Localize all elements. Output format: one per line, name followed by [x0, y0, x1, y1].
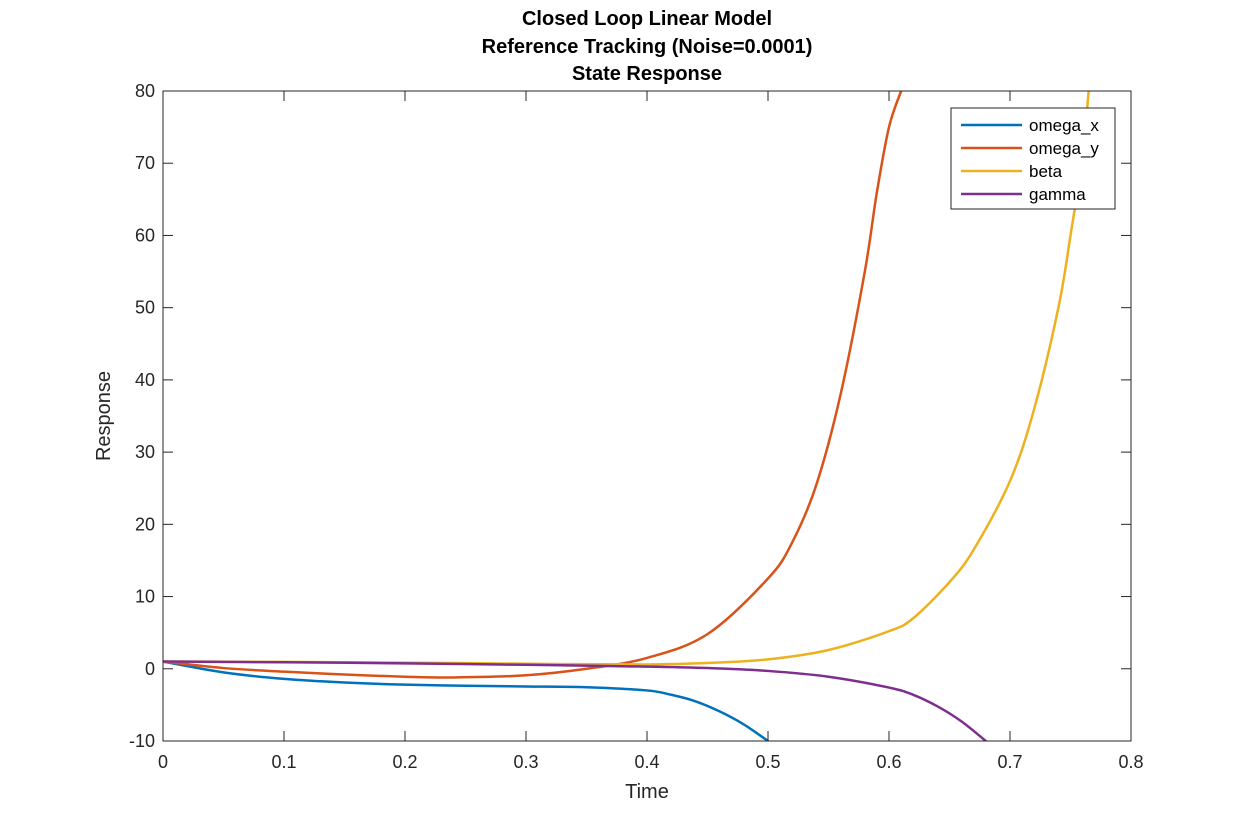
y-tick-label: 50 — [135, 298, 155, 318]
axis-ticks: 0 0.1 0.2 0.3 0.4 0.5 0.6 0.7 0.8-10010203040506… — [129, 81, 1144, 772]
series-line-omega-y — [163, 91, 903, 679]
legend-label: gamma — [1029, 185, 1086, 204]
y-tick-label: 80 — [135, 81, 155, 101]
y-tick-label: 70 — [135, 153, 155, 173]
chart-title-line-3: State Response — [572, 63, 722, 85]
x-tick-label: 0.7 — [997, 752, 1022, 772]
y-axis-label: Response — [93, 371, 115, 461]
y-tick-label: 10 — [135, 587, 155, 607]
chart-title: Closed Loop Linear Model Reference Track… — [482, 8, 813, 85]
chart-title-line-1: Closed Loop Linear Model — [522, 8, 772, 30]
legend-label: omega_x — [1029, 116, 1099, 135]
y-tick-label: 40 — [135, 370, 155, 390]
x-tick-label: 0.2 — [392, 752, 417, 772]
series-line-gamma — [163, 660, 988, 741]
x-tick-label: 0.1 — [271, 752, 296, 772]
chart-title-line-2: Reference Tracking (Noise=0.0001) — [482, 36, 813, 58]
x-tick-label: 0 — [158, 752, 168, 772]
x-tick-label: 0.3 — [513, 752, 538, 772]
x-tick-label: 0.8 — [1118, 752, 1143, 772]
series-lines — [163, 91, 1090, 741]
legend-label: beta — [1029, 162, 1063, 181]
x-tick-label: 0.4 — [634, 752, 659, 772]
y-tick-label: 60 — [135, 225, 155, 245]
y-tick-label: 0 — [145, 659, 155, 679]
y-tick-label: -10 — [129, 731, 155, 751]
x-tick-label: 0.6 — [876, 752, 901, 772]
legend-label: omega_y — [1029, 139, 1099, 158]
x-tick-label: 0.5 — [755, 752, 780, 772]
y-tick-label: 30 — [135, 442, 155, 462]
x-axis-label: Time — [625, 781, 669, 803]
series-line-omega-x — [163, 660, 770, 741]
y-tick-label: 20 — [135, 514, 155, 534]
